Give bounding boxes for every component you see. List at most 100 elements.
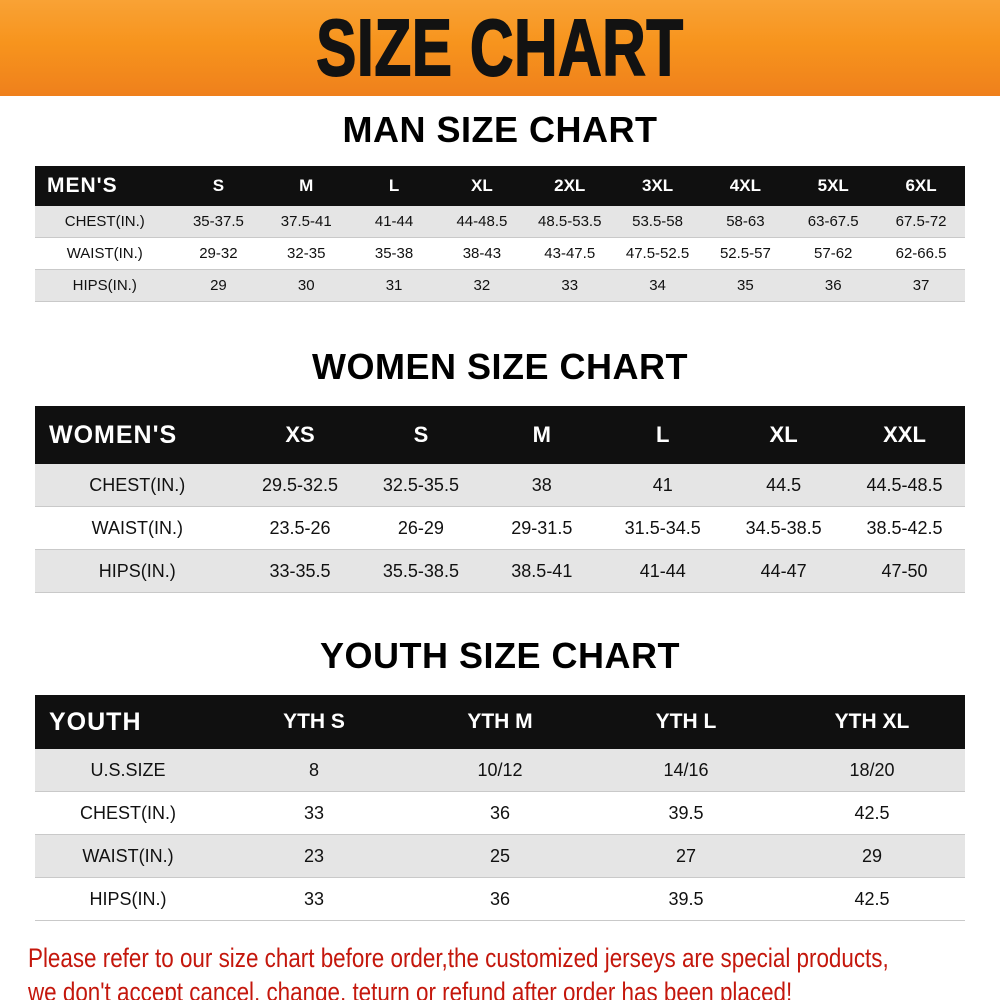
size-value-cell: 43-47.5 — [525, 237, 614, 270]
size-value-cell: 44-47 — [723, 549, 845, 593]
size-value-cell: 44.5-48.5 — [844, 464, 965, 507]
measurement-row: CHEST(IN.) 35-37.5 37.5-41 41-44 44-48.5 48.5… — [35, 206, 965, 238]
size-header-cell: 6XL — [877, 166, 965, 206]
size-header-cell: M — [481, 406, 603, 464]
size-value-cell: 31 — [350, 269, 438, 302]
row-label-cell: WAIST(IN.) — [35, 237, 175, 270]
youth-section-heading: YOUTH SIZE CHART — [319, 635, 680, 676]
men-section-heading: MAN SIZE CHART — [342, 109, 658, 150]
size-value-cell: 44-48.5 — [437, 206, 526, 238]
youth-size-table: YOUTH YTH S YTH M YTH L YTH XL U.S.SIZE 8 10/12… — [35, 695, 965, 921]
size-value-cell: 29.5-32.5 — [239, 464, 361, 507]
size-value-cell: 10/12 — [407, 749, 593, 792]
size-value-cell: 39.5 — [593, 877, 779, 921]
row-label-cell: WAIST(IN.) — [35, 506, 240, 550]
table-title-cell: WOMEN'S — [35, 406, 240, 464]
size-header-cell: S — [174, 166, 263, 206]
size-header-cell: XL — [723, 406, 845, 464]
row-label-cell: WAIST(IN.) — [35, 834, 221, 878]
size-value-cell: 32 — [437, 269, 526, 302]
row-label-cell: U.S.SIZE — [35, 749, 221, 792]
size-value-cell: 44.5 — [723, 464, 845, 507]
table-header-row: YOUTH YTH S YTH M YTH L YTH XL — [35, 695, 965, 749]
size-header-cell: S — [360, 406, 482, 464]
row-label-cell: HIPS(IN.) — [35, 549, 240, 593]
size-header-cell: YTH M — [407, 695, 593, 749]
size-header-cell: L — [350, 166, 438, 206]
size-value-cell: 36 — [407, 791, 593, 835]
size-value-cell: 30 — [262, 269, 351, 302]
size-value-cell: 23.5-26 — [239, 506, 361, 550]
size-value-cell: 67.5-72 — [877, 206, 965, 238]
size-value-cell: 36 — [789, 269, 878, 302]
size-value-cell: 33 — [221, 791, 407, 835]
size-value-cell: 35 — [701, 269, 790, 302]
size-value-cell: 14/16 — [593, 749, 779, 792]
size-value-cell: 41-44 — [350, 206, 438, 238]
size-value-cell: 29 — [174, 269, 263, 302]
size-header-cell: L — [602, 406, 724, 464]
size-value-cell: 34 — [613, 269, 702, 302]
measurement-row: HIPS(IN.) 29 30 31 32 33 34 35 36 37 — [35, 269, 965, 302]
measurement-row: WAIST(IN.) 29-32 32-35 35-38 38-43 43-47.5 47.… — [35, 237, 965, 270]
size-header-cell: 3XL — [613, 166, 702, 206]
size-value-cell: 52.5-57 — [701, 237, 790, 270]
banner: SIZE CHART — [0, 0, 1000, 96]
size-value-cell: 38.5-42.5 — [844, 506, 965, 550]
table-title-cell: YOUTH — [35, 695, 221, 749]
size-value-cell: 47.5-52.5 — [613, 237, 702, 270]
size-value-cell: 31.5-34.5 — [602, 506, 724, 550]
size-value-cell: 27 — [593, 834, 779, 878]
table-header-row: MEN'S S M L XL 2XL 3XL 4XL 5XL 6XL — [35, 166, 965, 206]
row-label-cell: CHEST(IN.) — [35, 206, 175, 238]
size-value-cell: 35-38 — [350, 237, 438, 270]
size-value-cell: 42.5 — [779, 791, 965, 835]
size-header-cell: XS — [239, 406, 361, 464]
size-value-cell: 33-35.5 — [239, 549, 361, 593]
table-header-row: WOMEN'S XS S M L XL XXL — [35, 406, 965, 464]
row-label-cell: HIPS(IN.) — [35, 269, 175, 302]
size-value-cell: 32.5-35.5 — [360, 464, 482, 507]
size-value-cell: 58-63 — [701, 206, 790, 238]
measurement-row: HIPS(IN.) 33 36 39.5 42.5 — [35, 877, 965, 921]
size-value-cell: 35-37.5 — [174, 206, 263, 238]
size-value-cell: 25 — [407, 834, 593, 878]
size-value-cell: 34.5-38.5 — [723, 506, 845, 550]
size-value-cell: 29 — [779, 834, 965, 878]
size-value-cell: 57-62 — [789, 237, 878, 270]
measurement-row: WAIST(IN.) 23 25 27 29 — [35, 834, 965, 878]
measurement-row: U.S.SIZE 8 10/12 14/16 18/20 — [35, 749, 965, 792]
size-header-cell: M — [262, 166, 351, 206]
size-value-cell: 41-44 — [602, 549, 724, 593]
size-value-cell: 29-32 — [174, 237, 263, 270]
size-value-cell: 26-29 — [360, 506, 482, 550]
size-value-cell: 39.5 — [593, 791, 779, 835]
size-value-cell: 23 — [221, 834, 407, 878]
size-value-cell: 62-66.5 — [877, 237, 965, 270]
size-header-cell: 5XL — [789, 166, 878, 206]
size-header-cell: YTH XL — [779, 695, 965, 749]
row-label-cell: HIPS(IN.) — [35, 877, 221, 921]
size-value-cell: 53.5-58 — [613, 206, 702, 238]
women-size-table: WOMEN'S XS S M L XL XXL CHEST(IN.) 29.5-32.5 32.5… — [35, 406, 965, 593]
size-header-cell: XL — [437, 166, 526, 206]
size-value-cell: 48.5-53.5 — [525, 206, 614, 238]
size-value-cell: 32-35 — [262, 237, 351, 270]
size-header-cell: 4XL — [701, 166, 790, 206]
size-value-cell: 35.5-38.5 — [360, 549, 482, 593]
size-value-cell: 38 — [481, 464, 603, 507]
size-value-cell: 33 — [221, 877, 407, 921]
size-value-cell: 37 — [877, 269, 965, 302]
size-value-cell: 38.5-41 — [481, 549, 603, 593]
size-value-cell: 47-50 — [844, 549, 965, 593]
measurement-row: WAIST(IN.) 23.5-26 26-29 29-31.5 31.5-34.5 34… — [35, 506, 965, 550]
disclaimer-text: Please refer to our size chart before or… — [28, 941, 1000, 1000]
disclaimer-line-1: Please refer to our size chart before or… — [28, 943, 889, 973]
size-value-cell: 38-43 — [437, 237, 526, 270]
measurement-row: CHEST(IN.) 33 36 39.5 42.5 — [35, 791, 965, 835]
disclaimer-line-2: we don't accept cancel, change, teturn o… — [28, 977, 793, 1000]
size-header-cell: 2XL — [525, 166, 614, 206]
size-value-cell: 33 — [525, 269, 614, 302]
size-value-cell: 29-31.5 — [481, 506, 603, 550]
